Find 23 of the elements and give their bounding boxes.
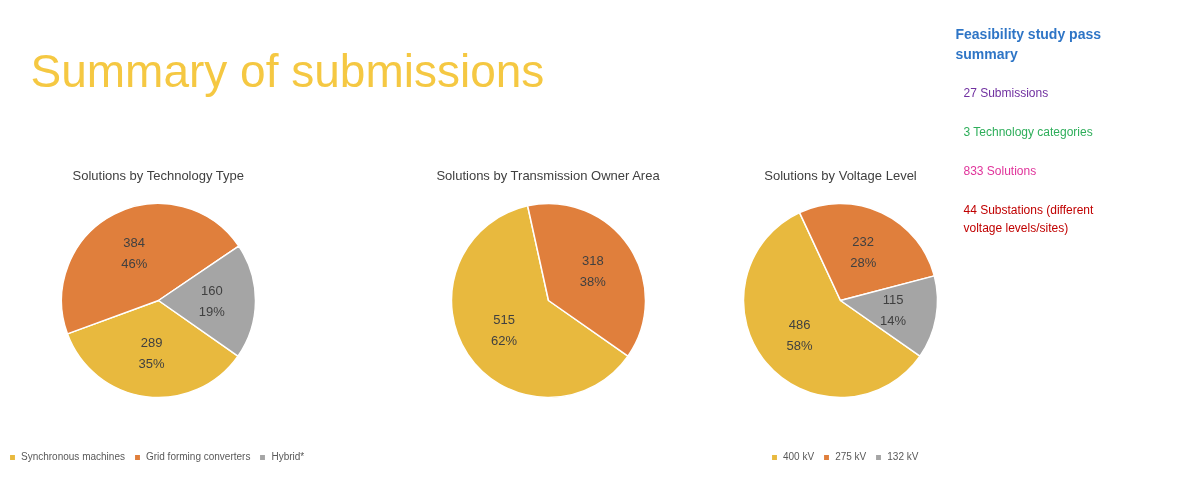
chart-title: Solutions by Technology Type bbox=[72, 168, 245, 183]
data-label: 515 62% bbox=[491, 312, 518, 349]
text: 44 Substations (different voltage levels/sites) bbox=[963, 202, 1095, 235]
data-label: 115 14% bbox=[880, 291, 907, 328]
legend-label: Hybrid* bbox=[271, 451, 305, 462]
chart-title: Solutions by Voltage Level bbox=[764, 168, 917, 183]
legend-label: 275 kV bbox=[835, 451, 867, 462]
data-label: 232 28% bbox=[850, 234, 877, 271]
data-label: 318 38% bbox=[579, 252, 607, 289]
data-label: 384 46% bbox=[121, 235, 148, 272]
text: 3 Technology categories bbox=[963, 124, 1093, 139]
text: Summary of submissions bbox=[30, 44, 545, 97]
legend-label: Grid forming converters bbox=[145, 451, 251, 462]
data-label: 486 58% bbox=[786, 316, 814, 353]
data-label: 289 35% bbox=[138, 335, 166, 372]
text: 27 Submissions bbox=[963, 85, 1049, 100]
chart-title: Solutions by Transmission Owner Area bbox=[436, 168, 661, 183]
data-label: 160 19% bbox=[198, 282, 226, 319]
legend-label: 400 kV bbox=[783, 451, 815, 462]
text: Feasibility study pass summary bbox=[955, 25, 1102, 63]
legend-label: Synchronous machines bbox=[21, 451, 125, 462]
legend-label: 132 kV bbox=[887, 451, 919, 462]
text: 833 Solutions bbox=[963, 163, 1037, 178]
